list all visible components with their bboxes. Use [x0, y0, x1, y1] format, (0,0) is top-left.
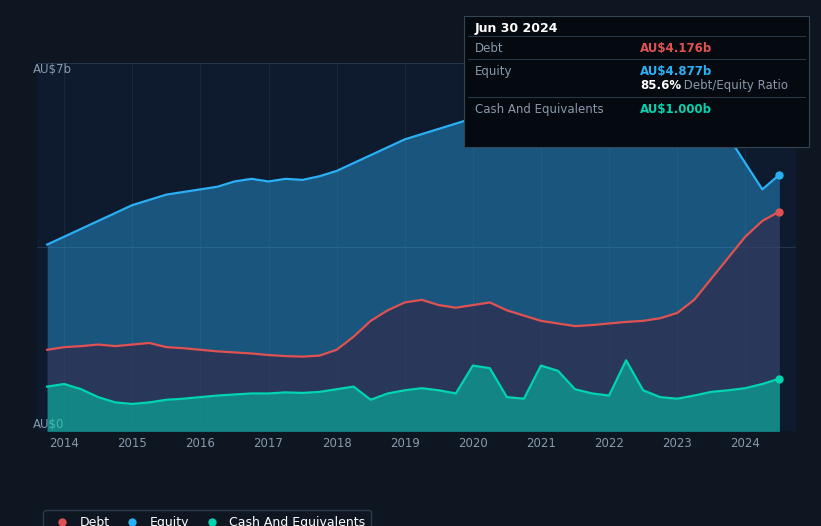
Legend: Debt, Equity, Cash And Equivalents: Debt, Equity, Cash And Equivalents	[44, 510, 371, 526]
Text: AU$7b: AU$7b	[33, 63, 72, 76]
Text: AU$1.000b: AU$1.000b	[640, 103, 713, 116]
Text: Debt/Equity Ratio: Debt/Equity Ratio	[680, 79, 788, 93]
Text: AU$4.877b: AU$4.877b	[640, 65, 713, 78]
Text: Equity: Equity	[475, 65, 512, 78]
Text: 85.6%: 85.6%	[640, 79, 681, 93]
Text: Cash And Equivalents: Cash And Equivalents	[475, 103, 603, 116]
Text: AU$0: AU$0	[33, 418, 65, 431]
Text: Jun 30 2024: Jun 30 2024	[475, 22, 558, 35]
Text: AU$4.176b: AU$4.176b	[640, 42, 713, 55]
Text: Debt: Debt	[475, 42, 503, 55]
